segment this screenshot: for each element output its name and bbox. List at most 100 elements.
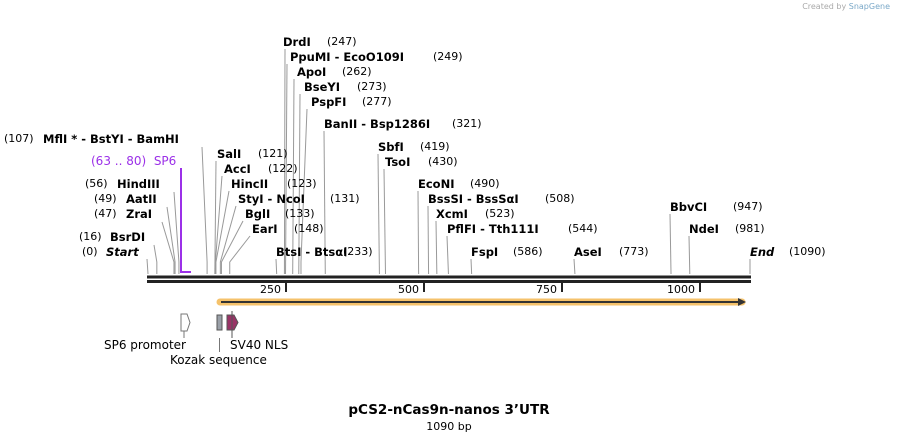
enzyme-site-line-bsssi bbox=[427, 205, 430, 275]
enzyme-name-eari[interactable]: EarI bbox=[252, 222, 278, 236]
feature-label-sp6-promoter[interactable]: SP6 promoter bbox=[104, 338, 186, 352]
enzyme-site-line-mfli bbox=[201, 146, 208, 274]
enzyme-position-hindiii: (56) bbox=[85, 177, 108, 190]
enzyme-site-line-ndei bbox=[688, 235, 691, 275]
enzyme-site-line-eari bbox=[229, 235, 251, 274]
enzyme-position-eari: (148) bbox=[294, 222, 324, 235]
enzyme-position-xcmi: (523) bbox=[485, 207, 515, 220]
enzyme-site-line-bseyi bbox=[298, 93, 301, 275]
enzyme-name-acci[interactable]: AccI bbox=[224, 162, 251, 176]
enzyme-position-mfli: (107) bbox=[4, 132, 34, 145]
primer-range: (63 .. 80) bbox=[91, 154, 147, 168]
enzyme-site-line-zrai bbox=[161, 221, 175, 274]
orf-arrow[interactable] bbox=[216, 298, 746, 306]
feature-label-kozak[interactable]: Kozak sequence bbox=[170, 353, 267, 367]
enzyme-position-pflfi: (544) bbox=[568, 222, 598, 235]
enzyme-position-drdi: (247) bbox=[327, 35, 357, 48]
enzyme-name-asei[interactable]: AseI bbox=[574, 245, 602, 259]
tick-500: 500 bbox=[398, 283, 419, 296]
enzyme-position-bsssi: (508) bbox=[545, 192, 575, 205]
enzyme-site-line-acci bbox=[214, 175, 223, 274]
enzyme-site-line-aatii bbox=[166, 206, 176, 274]
enzyme-name-sbfi[interactable]: SbfI bbox=[378, 140, 404, 154]
enzyme-position-ppumi: (249) bbox=[433, 50, 463, 63]
enzyme-name-hincii[interactable]: HincII bbox=[231, 177, 269, 191]
enzyme-position-sbfi: (419) bbox=[420, 140, 450, 153]
enzyme-name-aatii[interactable]: AatII bbox=[126, 192, 157, 206]
enzyme-position-end: (1090) bbox=[789, 245, 826, 258]
enzyme-site-line-apoi bbox=[292, 78, 295, 275]
enzyme-site-line-bbvci bbox=[669, 213, 672, 275]
backbone-top-strand bbox=[147, 275, 751, 279]
backbone-bottom-strand bbox=[147, 280, 751, 283]
enzyme-site-line-pspfi bbox=[300, 108, 308, 274]
enzyme-name-styi[interactable]: StyI - NcoI bbox=[238, 192, 305, 206]
enzyme-site-line-sali bbox=[214, 160, 217, 275]
enzyme-name-xcmi[interactable]: XcmI bbox=[436, 207, 468, 221]
enzyme-position-bbvci: (947) bbox=[733, 200, 763, 213]
enzyme-name-start[interactable]: Start bbox=[106, 245, 139, 259]
enzyme-name-pspfi[interactable]: PspFI bbox=[311, 95, 347, 109]
enzyme-site-line-sbfi bbox=[377, 153, 380, 275]
enzyme-position-btsi: (233) bbox=[343, 245, 373, 258]
enzyme-site-line-start bbox=[146, 258, 149, 275]
enzyme-name-drdi[interactable]: DrdI bbox=[283, 35, 311, 49]
enzyme-name-bgli[interactable]: BglI bbox=[245, 207, 271, 221]
enzyme-position-aatii: (49) bbox=[94, 192, 117, 205]
enzyme-name-bsssi[interactable]: BssSI - BssSαI bbox=[428, 192, 519, 206]
enzyme-name-ndei[interactable]: NdeI bbox=[689, 222, 719, 236]
enzyme-position-zrai: (47) bbox=[94, 207, 117, 220]
enzyme-site-line-tsoi bbox=[383, 168, 386, 275]
enzyme-name-hindiii[interactable]: HindIII bbox=[117, 177, 160, 191]
enzyme-position-apoi: (262) bbox=[342, 65, 372, 78]
enzyme-name-sali[interactable]: SalI bbox=[217, 147, 242, 161]
tick-250: 250 bbox=[260, 283, 281, 296]
enzyme-name-econi[interactable]: EcoNI bbox=[418, 177, 455, 191]
enzyme-site-line-drdi bbox=[283, 48, 286, 275]
kozak-sequence-feature[interactable] bbox=[216, 314, 223, 331]
enzyme-name-bsrdi[interactable]: BsrDI bbox=[110, 230, 146, 244]
enzyme-position-bgli: (133) bbox=[285, 207, 315, 220]
enzyme-position-bseyi: (273) bbox=[357, 80, 387, 93]
enzyme-position-hincii: (123) bbox=[287, 177, 317, 190]
enzyme-site-line-fspi bbox=[470, 258, 473, 275]
tick-1000: 1000 bbox=[667, 283, 695, 296]
enzyme-site-line-banii bbox=[323, 130, 326, 275]
enzyme-position-econi: (490) bbox=[470, 177, 500, 190]
enzyme-name-pflfi[interactable]: PflFI - Tth111I bbox=[447, 222, 539, 236]
enzyme-site-line-xcmi bbox=[435, 220, 438, 275]
enzyme-name-banii[interactable]: BanII - Bsp1286I bbox=[324, 117, 431, 131]
enzyme-name-end[interactable]: End bbox=[750, 245, 775, 259]
enzyme-position-banii: (321) bbox=[452, 117, 482, 130]
enzyme-name-zrai[interactable]: ZraI bbox=[126, 207, 153, 221]
enzyme-site-line-styi bbox=[219, 205, 237, 274]
enzyme-name-btsi[interactable]: BtsI - BtsαI bbox=[276, 245, 348, 259]
enzyme-name-ppumi[interactable]: PpuMI - EcoO109I bbox=[290, 50, 404, 64]
enzyme-name-bseyi[interactable]: BseYI bbox=[304, 80, 341, 94]
tick-750: 750 bbox=[536, 283, 557, 296]
watermark: Created by SnapGene bbox=[802, 2, 890, 11]
enzyme-position-tsoi: (430) bbox=[428, 155, 458, 168]
enzyme-name-apoi[interactable]: ApoI bbox=[297, 65, 327, 79]
primer-label[interactable]: (63 .. 80) SP6 bbox=[91, 154, 176, 168]
sp6-primer-mark[interactable] bbox=[180, 168, 191, 273]
enzyme-name-tsoi[interactable]: TsoI bbox=[385, 155, 411, 169]
enzyme-position-acci: (122) bbox=[268, 162, 298, 175]
sp6-promoter-feature[interactable] bbox=[180, 313, 191, 332]
feature-label-sv40-nls[interactable]: SV40 NLS bbox=[230, 338, 289, 352]
enzyme-position-sali: (121) bbox=[258, 147, 288, 160]
enzyme-site-line-hincii bbox=[215, 190, 230, 274]
enzyme-position-bsrdi: (16) bbox=[79, 230, 102, 243]
enzyme-site-line-econi bbox=[417, 190, 420, 275]
enzyme-name-bbvci[interactable]: BbvCI bbox=[670, 200, 708, 214]
enzyme-position-pspfi: (277) bbox=[362, 95, 392, 108]
enzyme-name-fspi[interactable]: FspI bbox=[471, 245, 499, 259]
enzyme-position-start: (0) bbox=[82, 245, 98, 258]
map-title: pCS2-nCas9n-nanos 3’UTR bbox=[348, 402, 550, 418]
enzyme-site-line-asei bbox=[573, 258, 576, 275]
enzyme-name-mfli[interactable]: MflI * - BstYI - BamHI bbox=[43, 132, 179, 146]
enzyme-site-line-bsrdi bbox=[153, 244, 158, 274]
enzyme-position-fspi: (586) bbox=[513, 245, 543, 258]
